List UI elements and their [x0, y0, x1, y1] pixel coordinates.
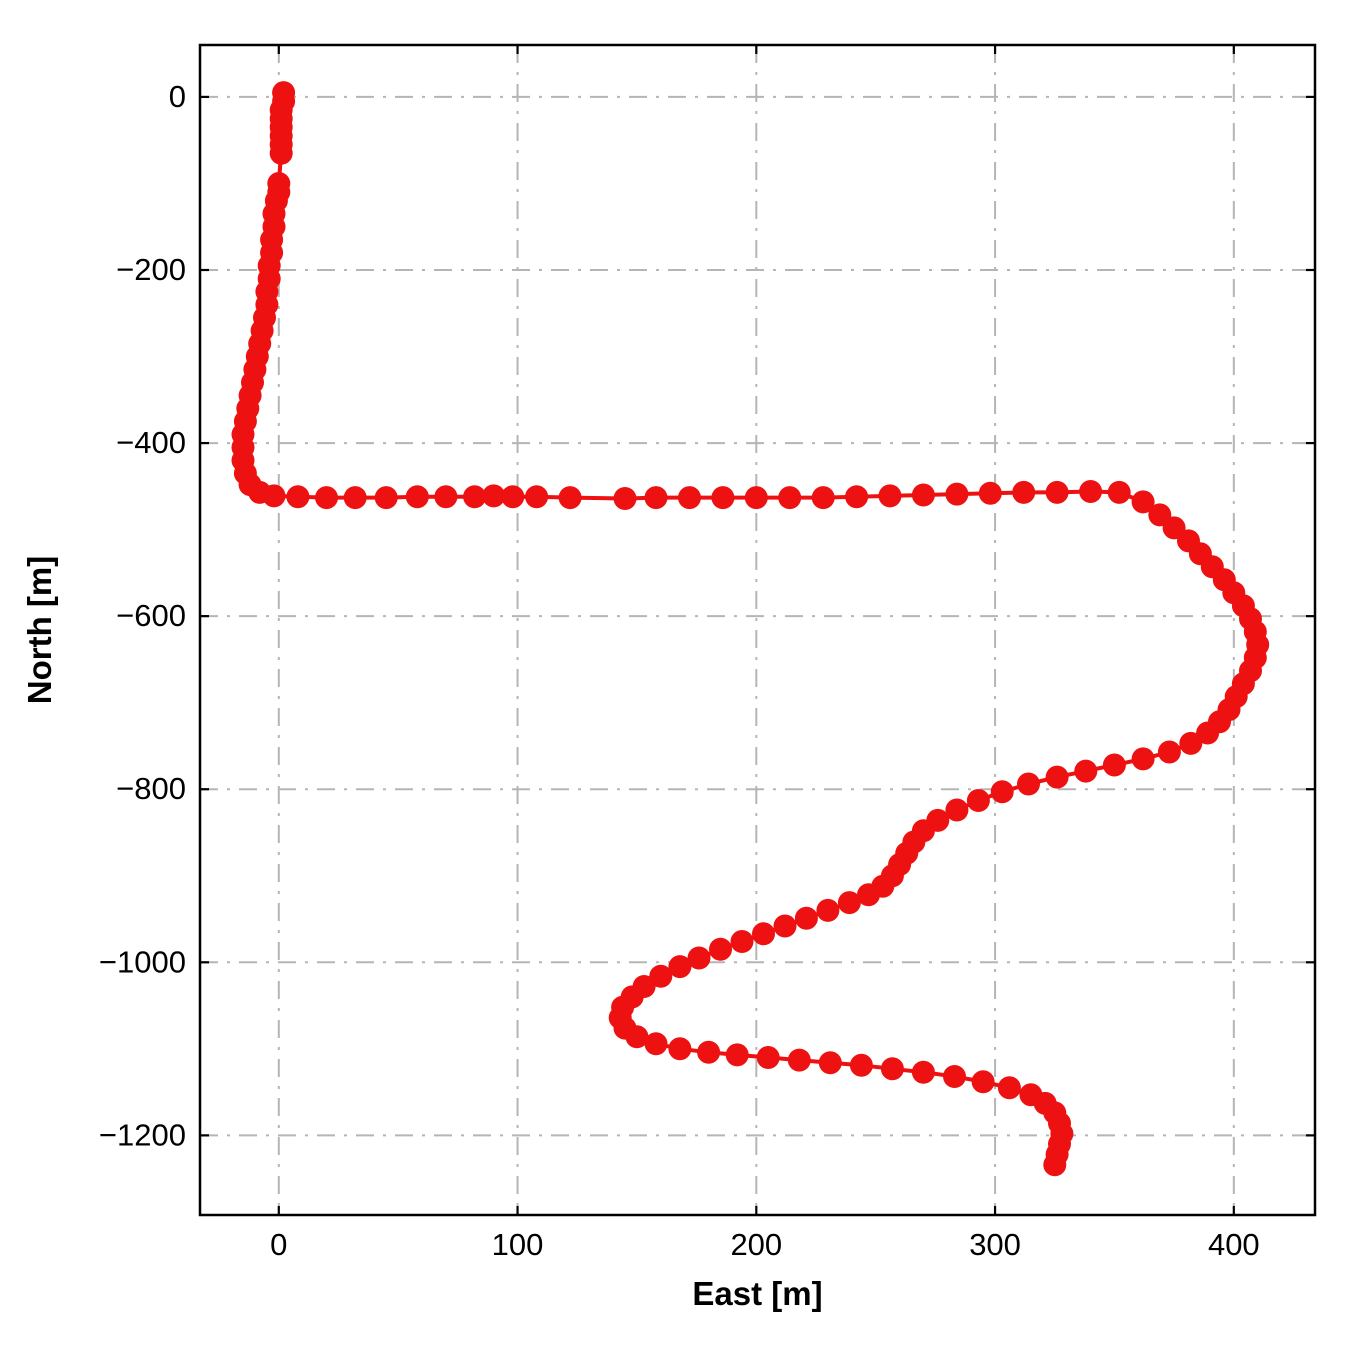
x-axis-label: East [m] — [692, 1275, 823, 1312]
y-axis-label: North [m] — [21, 555, 58, 705]
svg-text:0: 0 — [270, 1227, 287, 1262]
svg-text:−1000: −1000 — [99, 944, 186, 979]
svg-text:−200: −200 — [116, 252, 186, 287]
svg-text:0: 0 — [169, 79, 186, 114]
svg-text:−800: −800 — [116, 771, 186, 806]
svg-text:−400: −400 — [116, 425, 186, 460]
svg-text:200: 200 — [730, 1227, 782, 1262]
svg-text:−1200: −1200 — [99, 1117, 186, 1152]
svg-text:300: 300 — [969, 1227, 1021, 1262]
svg-text:100: 100 — [492, 1227, 544, 1262]
svg-text:400: 400 — [1208, 1227, 1260, 1262]
svg-text:−600: −600 — [116, 598, 186, 633]
